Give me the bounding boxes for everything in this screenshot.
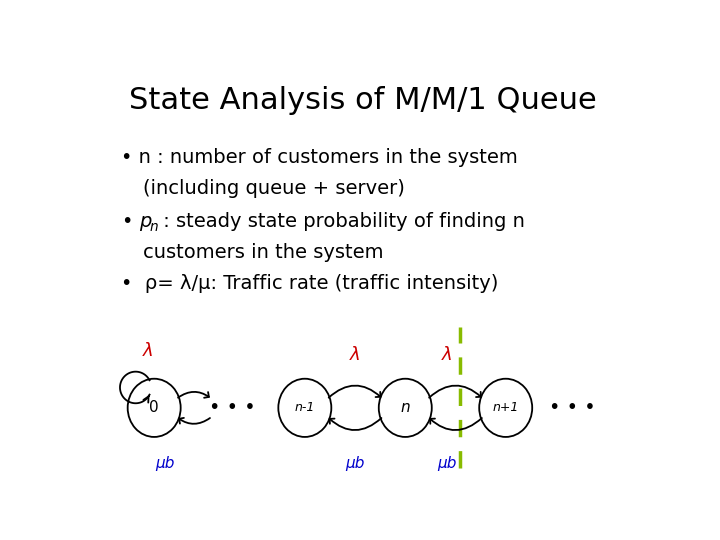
Text: • • •: • • • (209, 399, 256, 417)
Text: •  ρ= λ/μ: Traffic rate (traffic intensity): • ρ= λ/μ: Traffic rate (traffic intensit… (121, 274, 498, 293)
Text: 0: 0 (149, 400, 159, 415)
Text: • • •: • • • (549, 399, 596, 417)
Text: customers in the system: customers in the system (143, 243, 384, 262)
Ellipse shape (480, 379, 532, 437)
Text: (including queue + server): (including queue + server) (143, 179, 405, 198)
Text: n: n (400, 400, 410, 415)
Text: μb: μb (346, 456, 365, 471)
Ellipse shape (379, 379, 432, 437)
Text: p: p (139, 212, 151, 232)
Text: λ: λ (350, 346, 361, 364)
Text: • n : number of customers in the system: • n : number of customers in the system (121, 148, 518, 167)
Text: : steady state probability of finding n: : steady state probability of finding n (157, 212, 525, 232)
Text: λ: λ (143, 342, 154, 360)
Ellipse shape (279, 379, 331, 437)
Text: n+1: n+1 (492, 401, 519, 414)
Text: State Analysis of M/M/1 Queue: State Analysis of M/M/1 Queue (129, 85, 597, 114)
Ellipse shape (127, 379, 181, 437)
Text: μb: μb (156, 456, 175, 471)
Text: n-1: n-1 (294, 401, 315, 414)
Text: λ: λ (442, 346, 452, 364)
Text: •: • (121, 212, 132, 232)
Text: μb: μb (438, 456, 456, 471)
Text: n: n (150, 220, 158, 234)
